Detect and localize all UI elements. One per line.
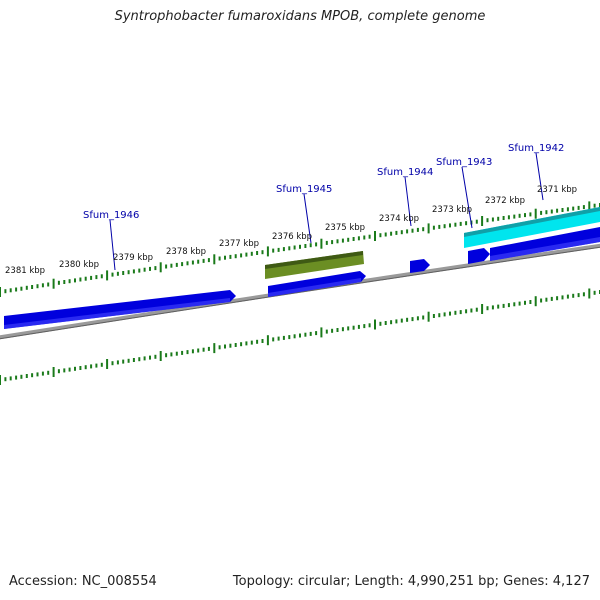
gene-label-Sfum_1945[interactable]: Sfum_1945 [276,184,332,195]
scale-label: 2371 kbp [537,185,577,195]
gene-Sfum_1943[interactable] [468,248,490,264]
gene-label-Sfum_1942[interactable]: Sfum_1942 [508,143,564,154]
scale-label: 2374 kbp [379,214,419,224]
scale-label: 2377 kbp [219,239,259,249]
gene-Sfum_1944[interactable] [410,259,430,273]
scale-label: 2381 kbp [5,266,45,276]
scale-labels: 2381 kbp 2380 kbp 2379 kbp 2378 kbp 2377… [5,185,577,276]
gene-label-Sfum_1944[interactable]: Sfum_1944 [377,167,433,178]
outer-tick-ring [0,201,600,297]
scale-label: 2376 kbp [272,232,312,242]
gene-Sfum_1942[interactable] [464,207,600,248]
accession-text: Accession: NC_008554 [9,574,157,589]
inner-tick-ring [0,288,600,385]
gene-label-leaders [109,152,544,271]
scale-label: 2372 kbp [485,196,525,206]
genome-backbone-edge [0,246,600,340]
scale-label: 2378 kbp [166,247,206,257]
scale-label: 2379 kbp [113,253,153,263]
gene-Sfum_1946[interactable] [4,290,236,329]
gene-label-Sfum_1946[interactable]: Sfum_1946 [83,210,139,221]
gene-Sfum_1945-reverse[interactable] [268,271,366,297]
genome-title: Syntrophobacter fumaroxidans MPOB, compl… [114,9,486,24]
topology-text: Topology: circular; Length: 4,990,251 bp… [232,574,590,589]
gene-label-Sfum_1943[interactable]: Sfum_1943 [436,157,492,168]
scale-label: 2373 kbp [432,205,472,215]
scale-label: 2380 kbp [59,260,99,270]
gene-Sfum_1942-reverse[interactable] [490,227,600,261]
gene-labels: Sfum_1946 Sfum_1945 Sfum_1944 Sfum_1943 … [83,143,564,221]
scale-label: 2375 kbp [325,223,365,233]
gene-Sfum_1945[interactable] [265,251,364,279]
